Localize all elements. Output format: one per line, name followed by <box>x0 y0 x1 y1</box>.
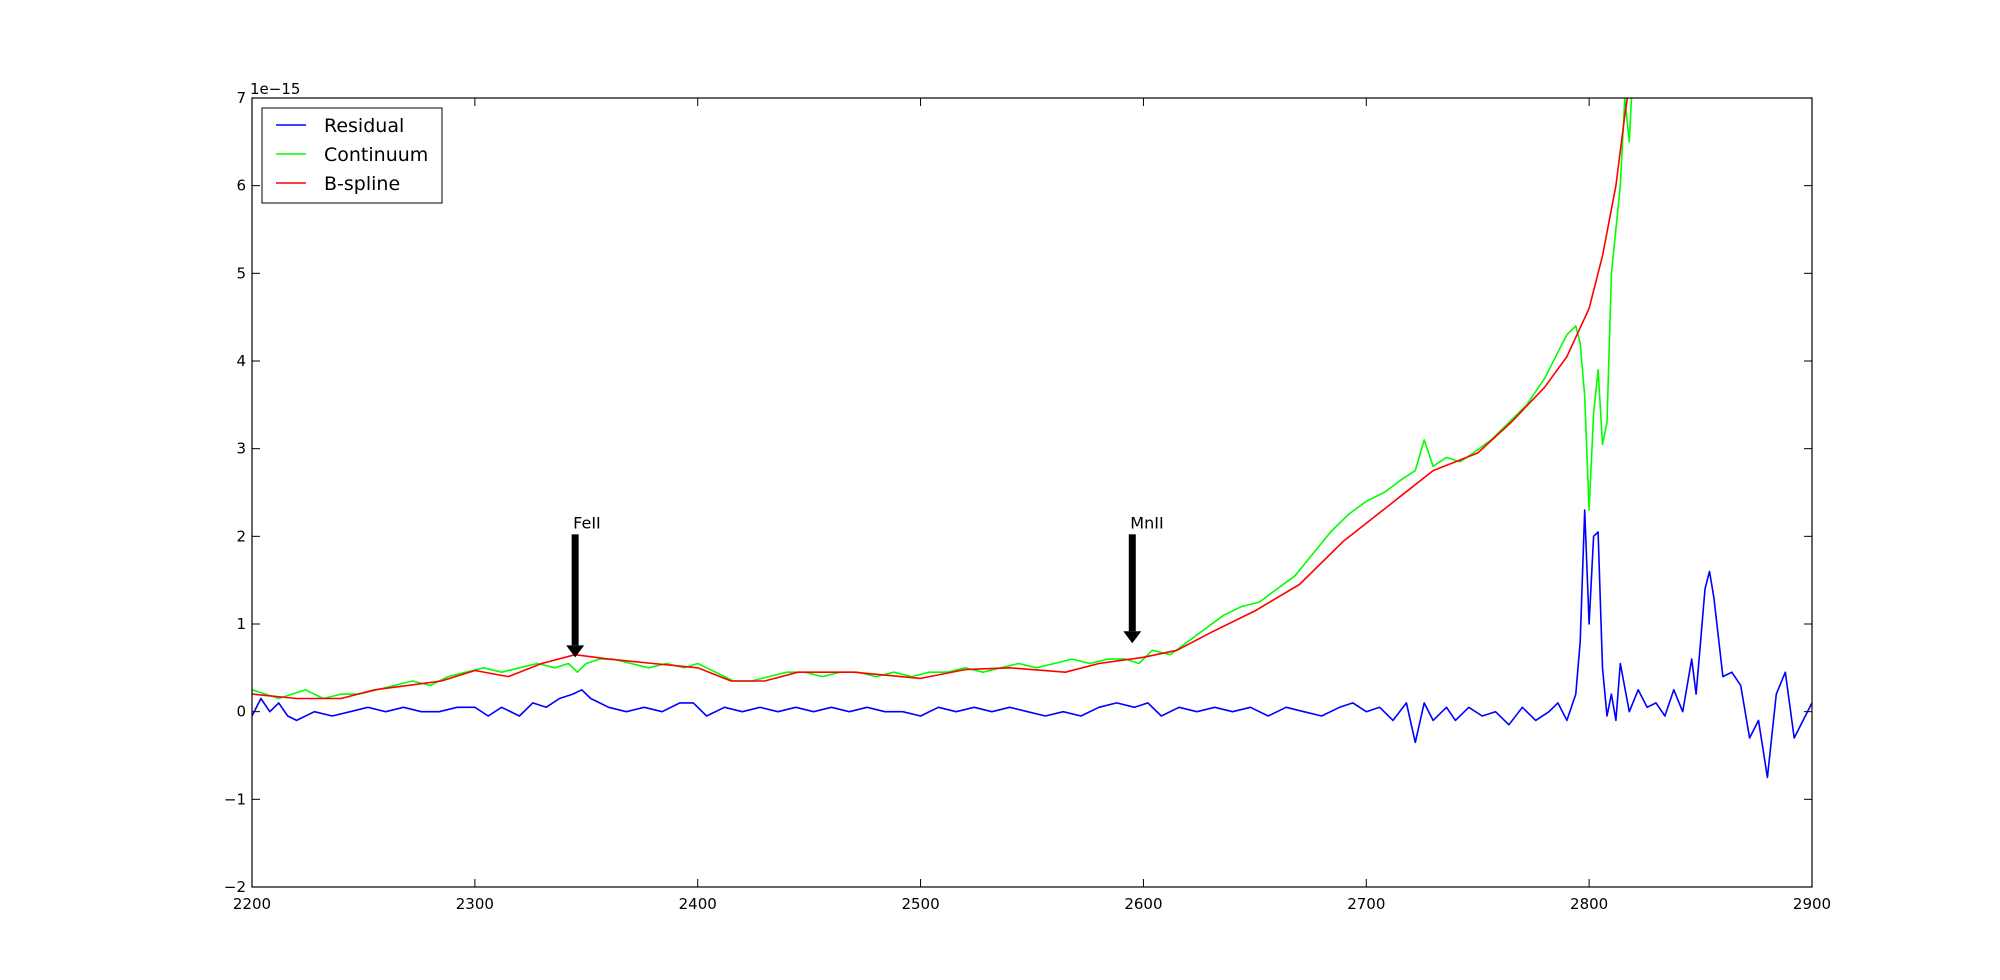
x-tick-label: 2800 <box>1570 895 1608 913</box>
legend: Residual Continuum B-spline <box>261 107 443 204</box>
series-line-continuum <box>252 98 1633 700</box>
legend-label-residual: Residual <box>324 115 404 137</box>
series-layer <box>252 98 1812 779</box>
annotation-label-mnii: MnII <box>1130 513 1163 532</box>
x-tick-label: 2500 <box>901 895 939 913</box>
y-tick-label: −2 <box>224 878 246 896</box>
x-tick-label: 2200 <box>233 895 271 913</box>
y-tick-label: 7 <box>236 89 246 107</box>
y-offset-label: 1e−15 <box>250 80 300 98</box>
plot-frame <box>251 97 1813 888</box>
legend-box <box>261 107 443 204</box>
annotation-arrow-shaft-feii <box>571 534 579 646</box>
legend-label-continuum: Continuum <box>324 144 428 166</box>
series-line-b-spline <box>252 98 1629 700</box>
y-tick-label: −1 <box>224 790 246 808</box>
y-tick-label: 6 <box>236 177 246 195</box>
annotation-label-feii: FeII <box>573 513 601 532</box>
y-tick-label: 2 <box>236 527 246 545</box>
annotation-layer: FeII MnII <box>566 513 1164 658</box>
y-tick-label: 1 <box>236 615 246 633</box>
x-tick-label: 2600 <box>1124 895 1162 913</box>
plot-area <box>252 98 1812 887</box>
x-tick-label: 2900 <box>1793 895 1831 913</box>
y-tick-label: 4 <box>236 352 246 370</box>
series-line-residual <box>252 509 1812 779</box>
legend-label-b-spline: B-spline <box>324 173 400 195</box>
x-tick-label: 2300 <box>456 895 494 913</box>
y-tick-label: 5 <box>236 264 246 282</box>
annotation-arrow-head-feii <box>566 645 585 658</box>
annotation-arrow-shaft-mnii <box>1128 534 1136 632</box>
x-tick-label: 2400 <box>679 895 717 913</box>
annotation-arrow-head-mnii <box>1123 631 1142 644</box>
x-tick-label: 2700 <box>1347 895 1385 913</box>
y-tick-label: 0 <box>236 703 246 721</box>
y-tick-label: 3 <box>236 440 246 458</box>
tick-layer: 2200 2300 2400 2500 2600 2700 2800 2900 −2 −1 0 1 2 3… <box>224 89 1831 913</box>
